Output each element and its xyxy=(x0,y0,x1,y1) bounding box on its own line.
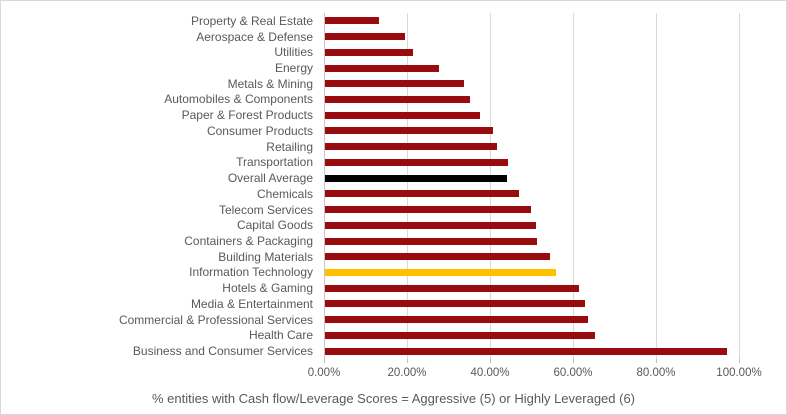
x-tick-label: 40.00% xyxy=(470,367,510,379)
bar xyxy=(325,347,728,355)
category-label: Commercial & Professional Services xyxy=(118,312,313,327)
bar xyxy=(325,284,580,292)
category-label: Retailing xyxy=(266,139,313,154)
tick-mark xyxy=(739,359,740,363)
x-tick-label: 80.00% xyxy=(636,367,676,379)
bar xyxy=(325,33,406,41)
bar xyxy=(325,48,413,56)
bar xyxy=(325,253,550,261)
bar xyxy=(325,300,586,308)
category-label: Consumer Products xyxy=(206,123,313,138)
bar xyxy=(325,269,556,276)
tick-mark xyxy=(407,359,408,363)
category-label: Paper & Forest Products xyxy=(181,108,313,123)
tick-mark xyxy=(573,359,574,363)
category-label: Capital Goods xyxy=(236,218,313,233)
category-label: Utilities xyxy=(274,45,313,60)
tick-mark xyxy=(490,359,491,363)
category-label: Automobiles & Components xyxy=(164,92,313,107)
category-label: Overall Average xyxy=(227,171,313,186)
bar xyxy=(325,80,465,88)
bar xyxy=(325,127,494,135)
category-label: Health Care xyxy=(248,328,313,343)
tick-mark xyxy=(324,359,325,363)
gridline xyxy=(407,13,408,359)
bar xyxy=(325,174,508,182)
bar xyxy=(325,17,380,25)
bar xyxy=(325,190,520,198)
category-label: Metals & Mining xyxy=(227,76,313,91)
category-label: Hotels & Gaming xyxy=(222,281,313,296)
x-tick-label: 20.00% xyxy=(387,367,427,379)
category-label: Energy xyxy=(274,61,313,76)
x-tick-label: 60.00% xyxy=(553,367,593,379)
x-tick-label: 100.00% xyxy=(716,367,762,379)
bar xyxy=(325,206,532,214)
category-label: Business and Consumer Services xyxy=(132,344,313,359)
bar xyxy=(325,111,481,119)
bar xyxy=(325,331,595,339)
category-label: Information Technology xyxy=(189,265,313,280)
category-label: Property & Real Estate xyxy=(190,13,313,28)
bar xyxy=(325,158,508,166)
tick-mark xyxy=(656,359,657,363)
category-label: Aerospace & Defense xyxy=(196,29,313,44)
category-label: Containers & Packaging xyxy=(184,234,313,249)
gridline xyxy=(739,13,740,359)
x-tick-label: 0.00% xyxy=(307,367,341,379)
gridline xyxy=(573,13,574,359)
bar xyxy=(325,221,537,229)
category-label: Transportation xyxy=(236,155,313,170)
gridline xyxy=(656,13,657,359)
category-label: Building Materials xyxy=(218,249,313,264)
category-label: Media & Entertainment xyxy=(190,296,313,311)
bar xyxy=(325,64,440,72)
x-axis-title: % entities with Cash flow/Leverage Score… xyxy=(151,391,636,406)
gridline xyxy=(490,13,491,359)
bar xyxy=(325,143,498,151)
category-label: Chemicals xyxy=(256,186,313,201)
category-label: Telecom Services xyxy=(218,202,313,217)
y-axis-line xyxy=(324,13,325,359)
bar xyxy=(325,96,471,103)
bar xyxy=(325,316,589,324)
bar xyxy=(325,237,538,245)
